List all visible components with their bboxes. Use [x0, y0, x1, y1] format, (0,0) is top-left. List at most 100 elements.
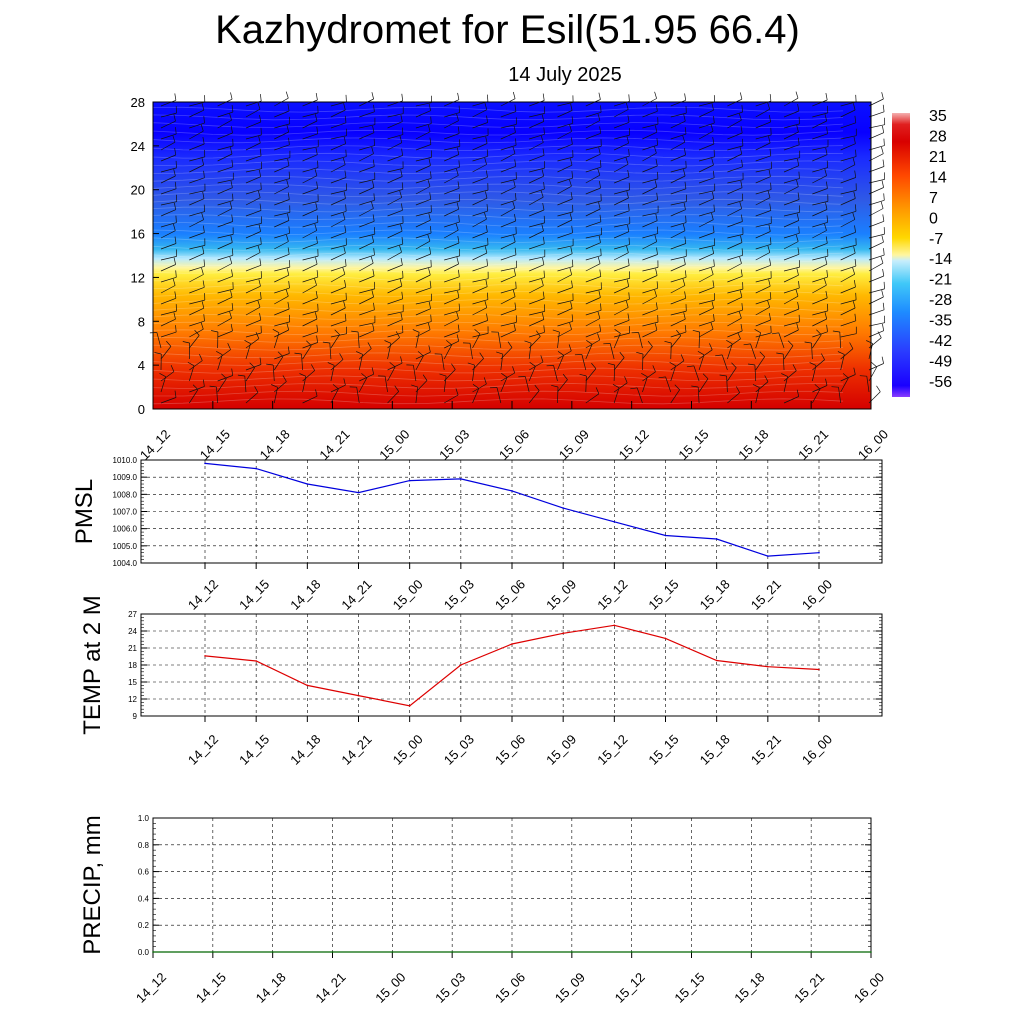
wind-barb: [840, 252, 856, 261]
wind-barb-flag: [787, 340, 794, 346]
wind-barb: [528, 196, 544, 206]
wind-barb: [387, 121, 403, 129]
wind-barb-flag: [627, 115, 630, 123]
wind-barb-flag: [254, 386, 259, 393]
wind-barb-flag: [842, 373, 849, 379]
wind-barb-flag: [543, 270, 545, 278]
wind-barb-flag: [571, 225, 573, 233]
wind-barb: [472, 333, 481, 349]
wind-barb: [783, 178, 800, 184]
wind-barb-flag: [512, 366, 516, 374]
contour-line: [152, 336, 844, 343]
wind-barb: [529, 100, 545, 107]
wind-barb-flag: [881, 290, 884, 298]
wind-barb-flag: [345, 149, 347, 157]
wind-barb-flag: [804, 341, 812, 344]
wind-barb-flag: [568, 344, 572, 352]
wind-barb-flag: [853, 191, 856, 199]
y-tick-label: 0: [138, 402, 145, 417]
wind-barb-flag: [741, 303, 743, 311]
contour-line: [152, 275, 844, 282]
wind-barb-flag: [199, 354, 203, 361]
wind-barb: [156, 332, 162, 349]
wind-barb-flag: [628, 149, 630, 157]
wind-barb: [387, 113, 404, 118]
wind-barb-flag: [759, 351, 765, 357]
contour-line: [152, 390, 844, 397]
y-tick-label: 0.4: [138, 894, 150, 903]
wind-barb: [330, 122, 347, 129]
wind-barb-flag: [230, 324, 233, 332]
wind-barb: [783, 274, 799, 283]
wind-barb-flag: [674, 384, 680, 390]
wind-barb: [387, 277, 404, 283]
wind-barb: [160, 209, 176, 217]
wind-barb-flag: [571, 259, 574, 267]
wind-barb: [189, 328, 204, 338]
wind-barb-flag: [713, 314, 715, 322]
wind-barb-flag: [740, 180, 743, 188]
wind-barb-flag: [607, 362, 615, 366]
wind-barb: [642, 233, 658, 239]
wind-barb: [670, 276, 687, 283]
wind-barb-flag: [259, 258, 262, 266]
wind-barb-flag: [400, 356, 403, 364]
wind-barb-flag: [824, 114, 828, 122]
contour-line: [152, 398, 844, 405]
wind-barb: [585, 111, 602, 118]
wind-barb-flag: [826, 160, 829, 168]
wind-barb-flag: [600, 303, 602, 311]
wind-barb-flag: [317, 160, 319, 168]
wind-barb-flag: [569, 213, 573, 221]
wind-barb: [783, 370, 797, 382]
wind-barb-flag: [229, 256, 233, 264]
heatmap-field: [153, 102, 871, 409]
wind-barb: [472, 265, 488, 272]
wind-barb-flag: [259, 203, 262, 211]
wind-barb: [387, 209, 403, 217]
wind-barb-flag: [686, 365, 694, 368]
data-point: [818, 668, 820, 671]
wind-barb-flag: [854, 313, 857, 321]
wind-barb: [727, 200, 743, 206]
data-point: [562, 507, 564, 509]
wind-barb: [472, 333, 489, 338]
x-tick-label: 15_15: [645, 732, 681, 768]
wind-barb: [812, 175, 827, 184]
wind-barb-flag: [625, 102, 629, 110]
wind-barb-flag: [166, 340, 172, 347]
x-tick-label: 16_00: [799, 732, 835, 768]
wind-barb-flag: [737, 332, 741, 339]
wind-barb: [330, 164, 346, 173]
cross-section-heatmap: 0 4 8 12 16 20 24 28 14_12 14_15 14_18 14_21 15_00 15…: [131, 91, 891, 463]
wind-barb: [840, 244, 857, 250]
wind-barb: [500, 354, 504, 371]
wind-barb: [812, 209, 828, 217]
chart-subtitle: 14 July 2025: [508, 64, 622, 86]
wind-barb: [500, 267, 517, 272]
wind-barb: [302, 221, 319, 228]
colorbar-label: -7: [929, 231, 943, 248]
wind-barb: [415, 131, 431, 140]
wind-barb-flag: [853, 136, 856, 144]
wind-barb: [441, 354, 445, 371]
wind-barb-flag: [428, 103, 431, 111]
wind-barb-flag: [271, 384, 278, 388]
wind-barb: [330, 231, 347, 239]
wind-barb: [529, 188, 545, 195]
wind-barb-flag: [483, 377, 487, 385]
wind-barb: [500, 144, 517, 151]
wind-barb: [755, 306, 770, 316]
wind-barb-flag: [457, 324, 460, 332]
wind-barb: [415, 219, 431, 228]
wind-barb-flag: [557, 351, 564, 356]
wind-barb: [302, 112, 319, 118]
wind-barb-flag: [826, 126, 828, 134]
wind-barb: [670, 285, 686, 294]
data-point: [562, 632, 564, 635]
wind-barb-flag: [513, 180, 516, 188]
wind-barb-flag: [647, 340, 653, 347]
wind-barb: [557, 110, 573, 118]
wind-barb: [444, 276, 460, 283]
wind-barb: [217, 296, 233, 305]
